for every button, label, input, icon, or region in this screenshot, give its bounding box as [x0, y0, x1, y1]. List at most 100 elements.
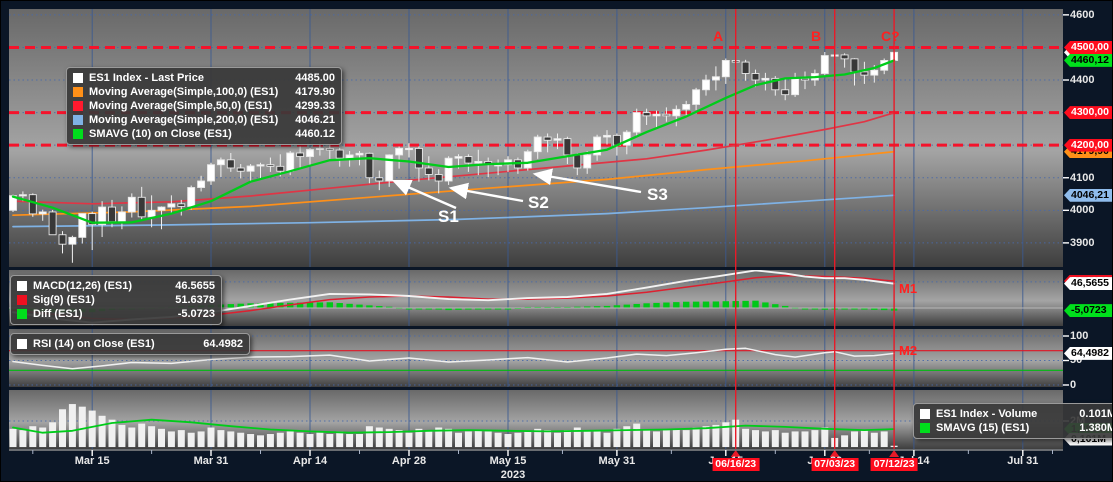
volume-bar [247, 434, 255, 448]
legend-value: 1.380M [1079, 422, 1113, 434]
legend-swatch-icon [17, 295, 27, 305]
annotation-arrow [532, 168, 642, 194]
legend-value: 4485.00 [295, 72, 335, 84]
legend-swatch-icon [920, 409, 930, 419]
legend-value: 4299.33 [295, 100, 335, 112]
volume-bar [49, 422, 57, 448]
volume-bar [445, 428, 453, 448]
legend-value: 4460.12 [295, 128, 335, 140]
volume-bar [573, 427, 581, 448]
candle-up [157, 206, 166, 211]
candle-up [523, 151, 532, 169]
volume-bar [276, 432, 284, 448]
macd-diff-bar [336, 303, 343, 309]
volume-bar [841, 435, 849, 448]
annotation-m1: M1 [899, 281, 917, 296]
volume-bar [286, 431, 294, 448]
candle-up [256, 164, 265, 167]
volume-bar [653, 431, 660, 448]
macd-diff-bar [811, 308, 819, 310]
candle-up [593, 136, 602, 156]
x-axis-tick-label: Jul 31 [1007, 455, 1039, 467]
volume-bar [138, 423, 146, 448]
x-axis-tick-label: Apr 14 [292, 455, 328, 467]
volume-bar [326, 434, 334, 448]
volume-bar [583, 430, 591, 448]
macd-diff-bar [405, 308, 413, 310]
macd-diff-bar [465, 308, 472, 310]
candle-down [236, 167, 245, 172]
volume-bar [128, 427, 136, 448]
volume-bar [435, 427, 443, 448]
ma200-line [12, 194, 895, 228]
event-marker-triangle [829, 450, 840, 457]
legend-swatch-icon [73, 87, 83, 97]
macd-diff-bar [425, 308, 432, 310]
candle-up [672, 108, 681, 117]
candle-up [68, 236, 77, 245]
candle-up [395, 147, 404, 156]
candle-up [187, 187, 196, 207]
candle-down [108, 206, 116, 223]
macd-diff-bar [841, 308, 848, 310]
volume-bar [554, 432, 561, 448]
volume-bar [514, 432, 522, 448]
macd-diff-bar [376, 306, 383, 309]
candle-up [18, 194, 27, 197]
price-panel-content [9, 44, 1063, 263]
legend-label: MACD(12,26) (ES1) [33, 280, 133, 292]
candle-down [276, 165, 285, 172]
candle-up [870, 69, 879, 76]
candle-up [533, 136, 542, 153]
volume-bar [801, 431, 809, 448]
macd-diff-bar [267, 303, 274, 309]
annotation-s2: S2 [528, 193, 549, 212]
volume-bar [227, 431, 235, 448]
axis-value-badge: 46,5655 [1064, 277, 1112, 291]
volume-bar [88, 410, 96, 448]
volume-bar [544, 430, 552, 448]
volume-bar [356, 434, 363, 448]
candle-up [682, 103, 691, 110]
candle-down [781, 89, 790, 96]
candle-down [226, 159, 235, 169]
annotation-s3: S3 [647, 185, 668, 204]
macd-diff-bar [772, 304, 779, 309]
legend-label: RSI (14) on Close (ES1) [33, 338, 155, 350]
macd-diff-bar [494, 308, 502, 310]
candle-down [48, 211, 57, 236]
candle-up [355, 152, 364, 156]
volume-bar [880, 431, 888, 448]
legend-label: Diff (ES1) [33, 308, 83, 320]
candle-down [741, 61, 750, 74]
candle-up [454, 156, 463, 159]
annotation-b: B [811, 28, 821, 44]
legend-swatch-icon [73, 129, 83, 139]
candle-down [860, 71, 869, 76]
macd-diff-bar [851, 308, 858, 310]
candle-down [424, 167, 433, 175]
macd-diff-bar [356, 304, 363, 309]
macd-diff-bar [257, 303, 264, 309]
price-axis-label: 4000 [1070, 204, 1095, 217]
volume-bar [781, 432, 789, 448]
price-axis-label: 4400 [1070, 74, 1095, 86]
candle-down [840, 54, 849, 60]
annotation-a: A [713, 28, 723, 44]
axis-value-badge: 4200,00 [1064, 138, 1112, 152]
macd-diff-bar [445, 308, 452, 311]
x-axis-tick-label: May 15 [489, 455, 527, 467]
candle-down [335, 149, 344, 159]
macd-legend-row: Diff (ES1) -5.0723 [17, 307, 215, 321]
volume-bar [722, 422, 730, 448]
legend-swatch-icon [17, 309, 27, 319]
macd-diff-bar [386, 306, 393, 309]
volume-bar [494, 432, 502, 448]
volume-bar [771, 430, 779, 448]
candle-down [414, 147, 423, 169]
volume-bar [504, 434, 512, 448]
candle-up [474, 161, 483, 164]
volume-bar [316, 432, 324, 448]
legend-label: Moving Average(Simple,100,0) (ES1) [89, 86, 279, 98]
